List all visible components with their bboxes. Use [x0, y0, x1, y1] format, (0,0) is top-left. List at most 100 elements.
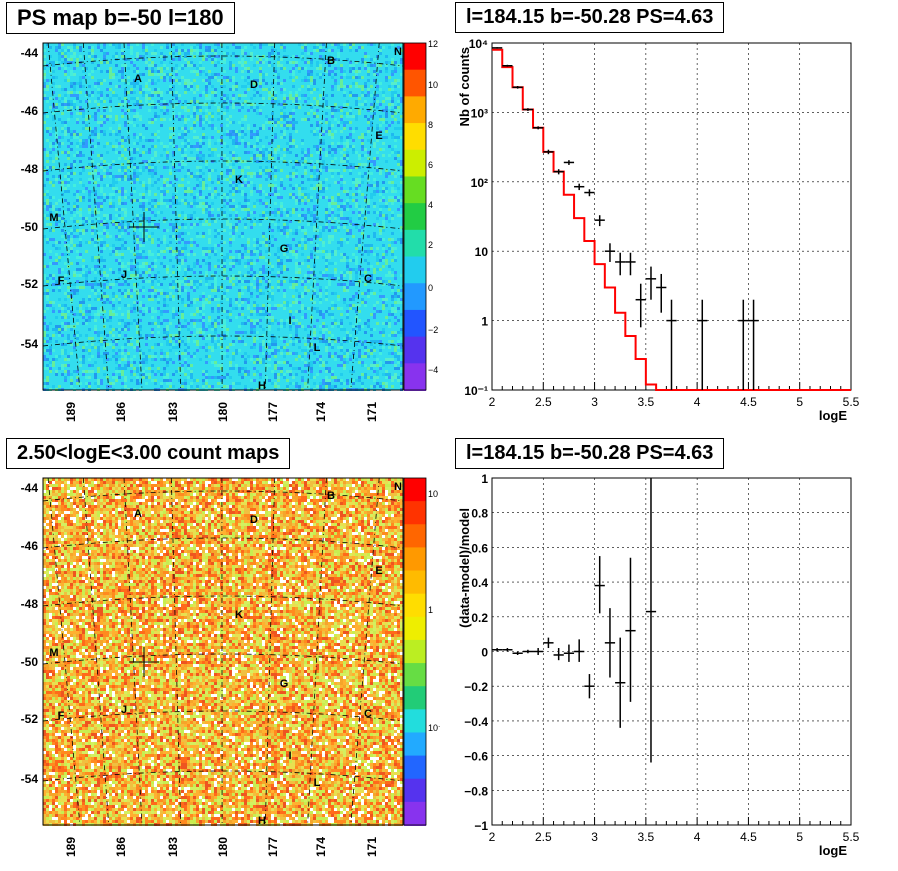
source-label-m: M: [49, 647, 58, 659]
colorbar-segment: [404, 732, 426, 757]
ps-map-graticule: [42, 42, 404, 391]
source-label-a: A: [134, 73, 142, 85]
y-tick-label: -54: [21, 772, 39, 786]
y-tick-label: -52: [21, 277, 39, 291]
x-tick-label: 177: [266, 837, 280, 857]
graticule-meridian: [170, 477, 182, 826]
colorbar-segment: [404, 336, 426, 365]
y-tick-label: -50: [21, 220, 39, 234]
colorbar-segment: [404, 43, 426, 71]
y-tick-label: -44: [21, 481, 39, 495]
colorbar-segment: [404, 96, 426, 125]
colorbar-segment: [404, 478, 426, 503]
ps-map-panel: PS map b=-50 l=180 -44 -46 -48 -50 -52 -54 189…: [0, 0, 440, 430]
x-tick-label: 3: [591, 830, 598, 844]
x-tick-label: 174: [314, 837, 328, 857]
colorbar-segment: [404, 229, 426, 258]
source-label-f: F: [58, 710, 65, 722]
source-label-e: E: [375, 130, 382, 142]
colorbar-frame: [403, 477, 427, 826]
y-tick-label: 10³: [471, 106, 488, 120]
source-label-j: J: [121, 269, 127, 281]
source-label-a: A: [134, 508, 142, 520]
y-tick-label: −0.4: [464, 715, 488, 729]
x-tick-label: 4: [694, 830, 701, 844]
colorbar-segment: [404, 69, 426, 98]
y-tick-label: 10⁻¹: [464, 384, 488, 398]
x-tick-label: 180: [216, 402, 230, 422]
x-tick-label: 171: [365, 837, 379, 857]
x-tick-label: 2.5: [535, 395, 552, 409]
colorbar-segment: [404, 663, 426, 688]
ps-map-pixels: [43, 43, 403, 391]
y-tick-label: -48: [21, 162, 39, 176]
source-label-d: D: [250, 79, 258, 91]
colorbar-tick-label: 10⁻¹: [428, 723, 440, 733]
colorbar-segment: [404, 176, 426, 205]
colorbar-tick-label: 10: [428, 489, 438, 499]
source-label-h: H: [258, 815, 266, 827]
x-tick-label: 189: [64, 837, 78, 857]
count-map-panel: 2.50<logE<3.00 count maps -44 -46 -48 -50 -5…: [0, 435, 440, 871]
colorbar-segment: [404, 547, 426, 572]
x-tick-label: 189: [64, 402, 78, 422]
graticule-meridian: [264, 477, 276, 826]
source-label-b: B: [327, 490, 335, 502]
graticule-meridian: [350, 42, 380, 391]
y-tick-label: -46: [21, 539, 39, 553]
source-label-c: C: [364, 273, 372, 285]
y-tick-label: -46: [21, 104, 39, 118]
x-tick-label: 177: [266, 402, 280, 422]
y-tick-label: 10: [475, 245, 489, 259]
colorbar-segment: [404, 149, 426, 178]
source-label-k: K: [235, 609, 243, 621]
colorbar-segment: [404, 123, 426, 151]
colorbar-segment: [404, 501, 426, 526]
x-tick-label: 3.5: [638, 830, 655, 844]
graticule-parallel: [42, 595, 404, 607]
y-tick-label: −0.8: [464, 784, 488, 798]
source-label-l: L: [314, 342, 321, 354]
colorbar-segment: [404, 283, 426, 311]
y-tick-label: 1: [481, 315, 488, 329]
x-tick-label: 2: [489, 830, 496, 844]
colorbar-segment: [404, 755, 426, 780]
graticule-parallel: [42, 490, 404, 502]
y-tick-label: -52: [21, 712, 39, 726]
y-tick-label: 0.6: [471, 541, 488, 555]
graticule-meridian: [47, 477, 81, 826]
colorbar-segment: [404, 616, 426, 641]
colorbar-tick-label: 12: [428, 39, 438, 49]
source-label-j: J: [121, 704, 127, 716]
source-label-f: F: [58, 275, 65, 287]
graticule-parallel: [42, 160, 404, 172]
x-tick-label: 5: [796, 830, 803, 844]
ps-map-title: PS map b=-50 l=180: [6, 2, 235, 34]
y-tick-label: 0.4: [471, 576, 488, 590]
colorbar-segment: [404, 709, 426, 734]
y-tick-label: −1: [474, 819, 488, 833]
y-tick-label: 0: [481, 646, 488, 660]
source-label-m: M: [49, 212, 58, 224]
source-label-g: G: [280, 678, 289, 690]
colorbar-tick-label: 10: [428, 80, 438, 90]
x-tick-label: 186: [114, 402, 128, 422]
source-label-n: N: [394, 46, 402, 58]
ps-map-svg: -44 -46 -48 -50 -52 -54 189 186 183 180 177 174 171 A…: [21, 39, 439, 422]
colorbar-tick-label: −2: [428, 325, 438, 335]
y-tick-label: -48: [21, 597, 39, 611]
x-tick-label: 2.5: [535, 830, 552, 844]
x-tick-label: 4.5: [740, 830, 757, 844]
residual-title: l=184.15 b=-50.28 PS=4.63: [455, 438, 725, 469]
x-tick-label: 4.5: [740, 395, 757, 409]
graticule-meridian: [123, 477, 143, 826]
count-map-pixels: [43, 478, 403, 826]
y-tick-label: −0.6: [464, 750, 488, 764]
graticule-parallel: [42, 770, 404, 782]
x-tick-label: 183: [166, 837, 180, 857]
colorbar-tick-label: 6: [428, 160, 433, 170]
y-axis-label: (data-model)/model: [457, 508, 472, 628]
source-label-g: G: [280, 243, 289, 255]
graticule-parallel: [42, 653, 404, 665]
spectrum-panel: l=184.15 b=-50.28 PS=4.63 2 2.5 3 3.5 4 4.5 5 5…: [449, 0, 898, 430]
